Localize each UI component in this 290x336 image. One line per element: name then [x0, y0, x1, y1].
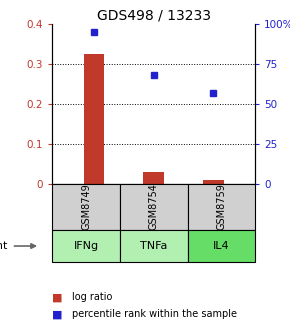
Bar	[120, 230, 188, 262]
Text: GSM8749: GSM8749	[81, 184, 91, 230]
Text: percentile rank within the sample: percentile rank within the sample	[72, 309, 238, 319]
Text: TNFa: TNFa	[140, 241, 167, 251]
Text: log ratio: log ratio	[72, 292, 113, 302]
Title: GDS498 / 13233: GDS498 / 13233	[97, 8, 211, 23]
Bar	[203, 180, 224, 184]
Bar	[52, 184, 120, 230]
Text: ■: ■	[52, 292, 63, 302]
Text: IFNg: IFNg	[73, 241, 99, 251]
Bar	[84, 54, 104, 184]
Text: GSM8759: GSM8759	[216, 183, 226, 230]
Text: GSM8754: GSM8754	[149, 183, 159, 230]
Bar	[143, 172, 164, 184]
Bar	[188, 230, 255, 262]
Bar	[120, 184, 188, 230]
Text: agent: agent	[0, 241, 8, 251]
Text: IL4: IL4	[213, 241, 230, 251]
Bar	[52, 230, 120, 262]
Text: ■: ■	[52, 309, 63, 319]
Bar	[188, 184, 255, 230]
